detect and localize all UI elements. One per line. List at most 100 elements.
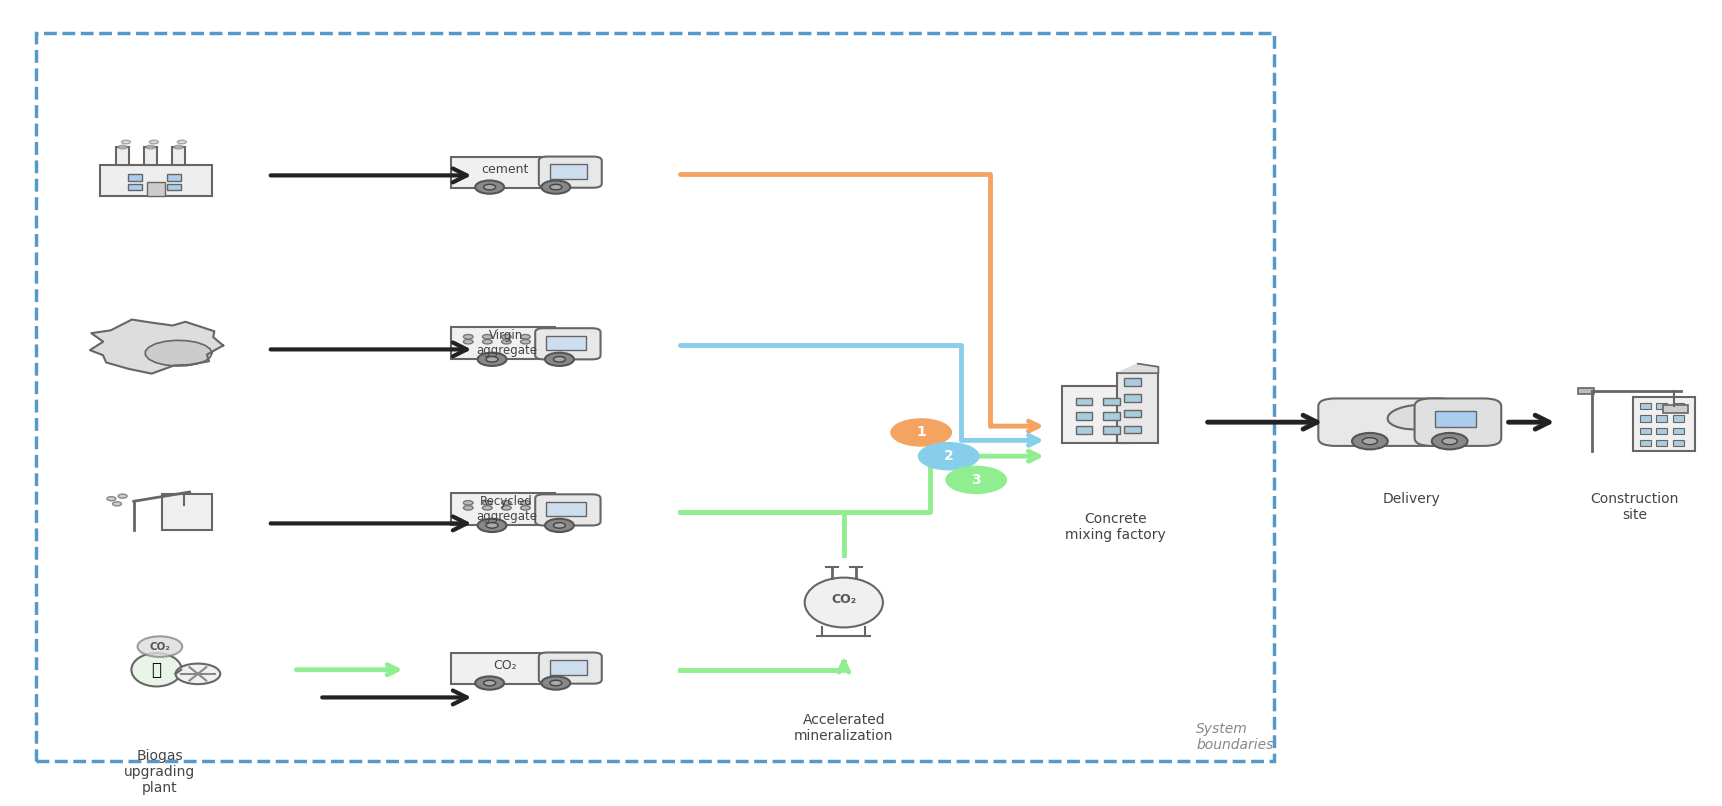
Circle shape: [463, 501, 474, 505]
Ellipse shape: [119, 145, 127, 149]
Bar: [115, 147, 129, 165]
Polygon shape: [90, 319, 224, 374]
Circle shape: [482, 339, 492, 344]
Bar: [1663, 405, 1688, 413]
Circle shape: [520, 501, 530, 505]
Circle shape: [176, 663, 220, 684]
Bar: [1657, 427, 1667, 434]
Circle shape: [477, 519, 506, 532]
Bar: [1062, 386, 1131, 442]
Text: 2: 2: [944, 449, 954, 463]
Circle shape: [475, 181, 505, 193]
Circle shape: [501, 501, 511, 505]
Circle shape: [477, 353, 506, 366]
FancyBboxPatch shape: [451, 156, 558, 188]
Circle shape: [541, 181, 570, 193]
Circle shape: [475, 676, 505, 690]
Bar: [162, 493, 212, 530]
Circle shape: [918, 442, 980, 471]
Ellipse shape: [174, 145, 183, 149]
Circle shape: [463, 339, 474, 344]
Circle shape: [1352, 433, 1388, 450]
Polygon shape: [145, 340, 212, 366]
Ellipse shape: [146, 145, 155, 149]
FancyBboxPatch shape: [546, 336, 585, 351]
Text: CO₂: CO₂: [150, 642, 170, 651]
Circle shape: [549, 185, 561, 190]
Text: 1: 1: [916, 426, 926, 439]
Circle shape: [501, 334, 511, 339]
Circle shape: [544, 353, 573, 366]
Ellipse shape: [131, 653, 183, 687]
Text: CO₂: CO₂: [494, 659, 517, 672]
Bar: [146, 181, 165, 196]
Circle shape: [501, 339, 511, 344]
Circle shape: [486, 356, 498, 362]
Text: 3: 3: [971, 473, 982, 487]
Bar: [1104, 412, 1119, 420]
Circle shape: [1362, 438, 1378, 445]
Bar: [127, 184, 141, 189]
Text: 🌿: 🌿: [152, 661, 162, 679]
Text: Concrete
mixing factory: Concrete mixing factory: [1066, 512, 1166, 542]
Circle shape: [1441, 438, 1457, 445]
Text: cement: cement: [482, 164, 529, 177]
Circle shape: [945, 466, 1007, 494]
FancyBboxPatch shape: [1414, 398, 1502, 446]
FancyBboxPatch shape: [451, 326, 554, 359]
Circle shape: [482, 334, 492, 339]
Ellipse shape: [804, 578, 883, 627]
FancyBboxPatch shape: [536, 494, 601, 526]
Bar: [1076, 398, 1092, 405]
FancyBboxPatch shape: [1319, 398, 1455, 446]
Circle shape: [107, 496, 115, 501]
Bar: [167, 184, 181, 189]
Circle shape: [138, 636, 183, 657]
Bar: [172, 147, 186, 165]
Circle shape: [482, 501, 492, 505]
Bar: [127, 174, 141, 181]
Text: Delivery: Delivery: [1383, 492, 1440, 506]
Bar: [1657, 415, 1667, 422]
FancyBboxPatch shape: [539, 653, 601, 683]
Circle shape: [463, 505, 474, 510]
Circle shape: [501, 505, 511, 510]
Circle shape: [549, 680, 561, 686]
Circle shape: [484, 185, 496, 190]
Circle shape: [1431, 433, 1467, 450]
Ellipse shape: [1388, 405, 1448, 430]
Bar: [1124, 378, 1140, 386]
Bar: [1104, 398, 1119, 405]
Bar: [1124, 394, 1140, 401]
Text: Biogas
upgrading
plant: Biogas upgrading plant: [124, 749, 195, 796]
Text: Accelerated
mineralization: Accelerated mineralization: [794, 713, 894, 743]
Bar: [1104, 426, 1119, 434]
FancyBboxPatch shape: [539, 156, 601, 188]
Bar: [1076, 426, 1092, 434]
Circle shape: [520, 334, 530, 339]
Circle shape: [482, 505, 492, 510]
Circle shape: [544, 519, 573, 532]
Bar: [1639, 427, 1651, 434]
Circle shape: [463, 334, 474, 339]
Bar: [1076, 412, 1092, 420]
Bar: [1672, 440, 1684, 447]
Bar: [167, 174, 181, 181]
Circle shape: [119, 494, 127, 498]
Bar: [1657, 440, 1667, 447]
Circle shape: [553, 522, 565, 528]
FancyBboxPatch shape: [546, 502, 585, 517]
Bar: [1672, 427, 1684, 434]
FancyBboxPatch shape: [549, 660, 587, 675]
Bar: [1639, 403, 1651, 409]
Text: Construction
site: Construction site: [1591, 492, 1679, 522]
Circle shape: [553, 356, 565, 362]
Bar: [1118, 373, 1159, 442]
Text: CO₂: CO₂: [832, 593, 856, 606]
FancyBboxPatch shape: [549, 164, 587, 179]
Bar: [1577, 388, 1595, 394]
Circle shape: [520, 339, 530, 344]
Bar: [1672, 415, 1684, 422]
Circle shape: [484, 680, 496, 686]
Ellipse shape: [177, 140, 186, 143]
